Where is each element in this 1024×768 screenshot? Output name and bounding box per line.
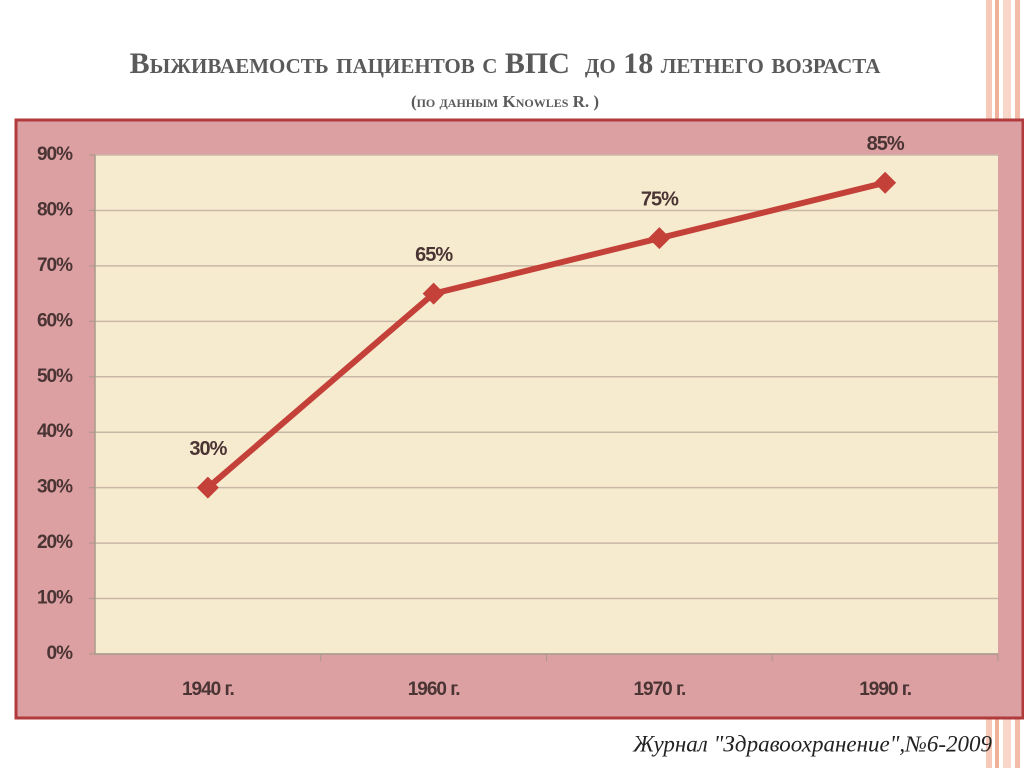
y-tick-label: 80% [37, 199, 73, 220]
data-label: 75% [641, 188, 679, 210]
data-point [874, 171, 897, 194]
source-note: Журнал "Здравоохранение",№6-2009 [632, 731, 992, 756]
data-label: 30% [189, 438, 227, 460]
data-point [422, 282, 445, 305]
x-tick-label: 1960 г. [408, 679, 460, 700]
y-tick-label: 40% [37, 421, 73, 442]
y-tick-label: 20% [37, 532, 73, 553]
plot-area [95, 155, 998, 654]
x-tick-label: 1940 г. [182, 679, 234, 700]
y-tick-label: 0% [47, 643, 74, 664]
x-tick-label: 1970 г. [633, 679, 685, 700]
data-point [196, 476, 219, 499]
x-tick-label: 1990 г. [859, 679, 911, 700]
y-tick-label: 70% [37, 255, 73, 276]
y-tick-label: 60% [37, 310, 73, 331]
slide-title: Выживаемость пациентов с ВПС до 18 летне… [130, 47, 882, 80]
data-point [648, 227, 671, 250]
y-tick-label: 10% [37, 588, 73, 609]
data-label: 65% [415, 244, 453, 266]
y-tick-label: 90% [37, 144, 73, 165]
y-tick-label: 50% [37, 366, 73, 387]
data-label: 85% [867, 133, 905, 155]
y-tick-label: 30% [37, 477, 73, 498]
slide-subtitle: (по данным Knowles R. ) [411, 92, 599, 111]
data-line [205, 179, 886, 490]
